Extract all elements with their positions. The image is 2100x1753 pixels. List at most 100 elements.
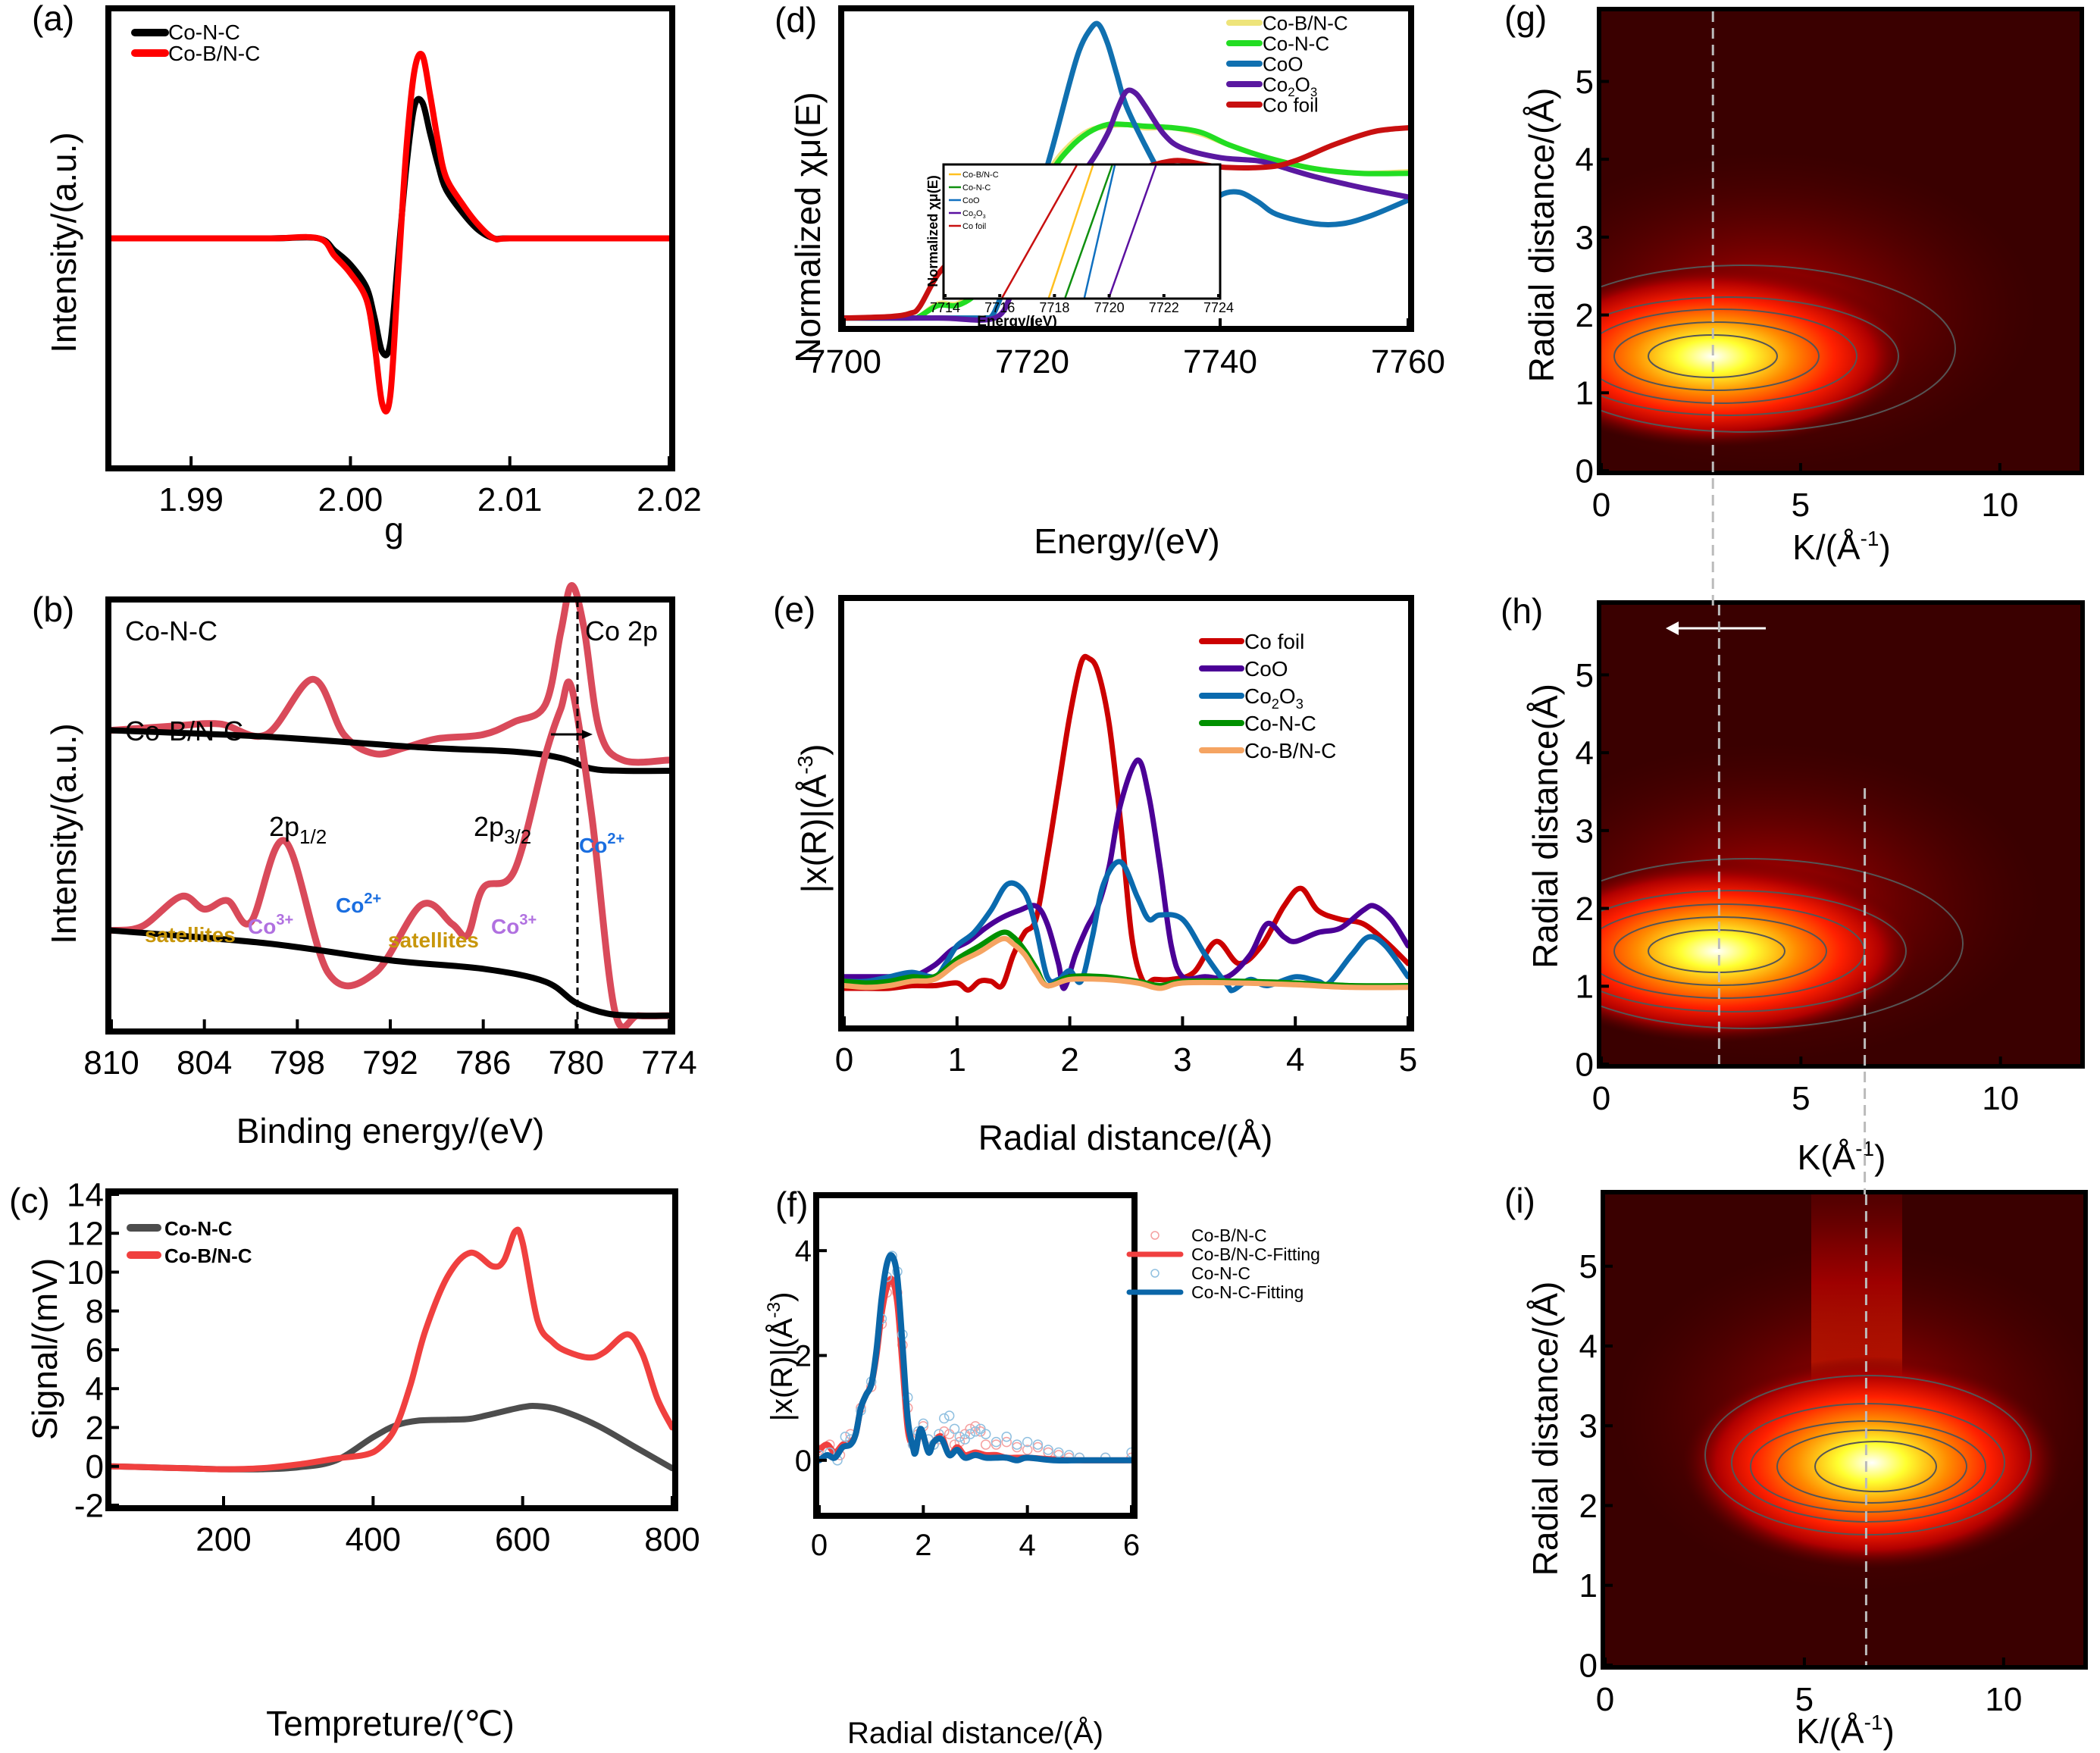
panel-h: (h) 0 5 10 0 1 2 3 4 5 K(Å-1) Radial distance(Å… xyxy=(1501,591,2085,1177)
co3-label-left-b: Co3+ xyxy=(248,912,293,938)
y-tick-label-h-4: 4 xyxy=(1576,735,1594,772)
legend-swatch-f-0 xyxy=(1150,1231,1160,1240)
x-ticks-c: 200 400 600 800 xyxy=(196,1496,700,1558)
x-axis-label-b: Binding energy/(eV) xyxy=(236,1111,545,1150)
inset-legend-label-d-1: Co-N-C xyxy=(962,183,991,193)
contours-g xyxy=(1599,265,1956,433)
x-ticks-h: 0 5 10 xyxy=(1592,1056,2019,1117)
panel-label-i: (i) xyxy=(1504,1181,1535,1220)
y-tick-label-i-3: 3 xyxy=(1579,1408,1598,1445)
x-tick-label-f-3: 6 xyxy=(1123,1529,1140,1562)
x-tick-label-b-5: 780 xyxy=(549,1044,604,1082)
x-tick-label-h-1: 5 xyxy=(1792,1080,1810,1117)
series-line-dinset-3 xyxy=(1108,164,1157,299)
co2-label-left-b: Co2+ xyxy=(336,891,381,917)
series-line-b-3 xyxy=(108,927,672,1019)
series-line-e-2 xyxy=(841,859,1411,994)
legend-label-d-4: Co foil xyxy=(1263,93,1319,116)
inset-legend-label-d-0: Co-B/N-C xyxy=(962,171,999,180)
x-axis-label-a: g xyxy=(384,510,404,549)
marker-f-2-20 xyxy=(944,1410,955,1421)
x-tick-label-dinset-3: 7720 xyxy=(1094,300,1125,315)
y-tick-label-c-1: 0 xyxy=(86,1448,104,1485)
peak-label-2p32-b: 2p3/2 xyxy=(474,811,531,848)
series-line-dinset-2 xyxy=(1083,164,1116,299)
x-tick-label-i-2: 10 xyxy=(1985,1681,2022,1718)
series-line-e-4 xyxy=(841,935,1411,991)
series-line-e-1 xyxy=(841,757,1411,991)
legend-label-c-1: Co-B/N-C xyxy=(164,1244,252,1267)
x-tick-label-e-2: 2 xyxy=(1060,1041,1078,1078)
legend-c: Co-N-C Co-B/N-C xyxy=(127,1217,252,1267)
y-tick-label-h-3: 3 xyxy=(1576,812,1594,850)
x-tick-label-b-1: 804 xyxy=(177,1044,232,1082)
x-tick-label-e-0: 0 xyxy=(835,1041,853,1078)
heatmap-h xyxy=(1599,603,2083,1066)
axes-frame-i xyxy=(1601,1190,2088,1670)
marker-f-0-31 xyxy=(1032,1442,1044,1453)
x-tick-label-e-3: 3 xyxy=(1173,1041,1191,1078)
y-ticks-f: 0 2 4 xyxy=(795,1235,827,1478)
series-line-e-3 xyxy=(841,929,1411,989)
contours-h xyxy=(1599,858,1964,1029)
x-axis-label-c: Tempreture/(℃) xyxy=(266,1704,515,1743)
axes-frame-b xyxy=(105,596,675,1035)
x-ticks-b: 810 804 798 792 786 780 774 xyxy=(83,1019,697,1082)
y-tick-label-c-3: 4 xyxy=(86,1371,104,1408)
x-tick-label-c-0: 200 xyxy=(196,1521,251,1558)
series-line-a-1 xyxy=(108,51,672,415)
axes-frame-d xyxy=(838,5,1414,332)
marker-f-0-23 xyxy=(965,1423,975,1435)
x-tick-label-a-0: 1.99 xyxy=(158,481,224,518)
marker-f-2-31 xyxy=(1022,1436,1033,1448)
sample-label-bottom-b: Co-B/N-C xyxy=(125,715,243,747)
y-tick-label-c-6: 10 xyxy=(67,1254,104,1291)
x-tick-label-f-2: 4 xyxy=(1019,1529,1036,1562)
x-tick-label-g-0: 0 xyxy=(1592,487,1610,524)
panel-b: (b) Co-N-C Co 2p Co-B/N-C 2p1/2 2p3/2 Co… xyxy=(32,582,697,1150)
x-ticks-d: 7700 7720 7740 7760 xyxy=(807,318,1445,380)
panel-label-d: (d) xyxy=(775,0,817,39)
x-tick-label-dinset-5: 7724 xyxy=(1203,300,1234,315)
inset-legend-d: Co-B/N-C Co-N-C CoO Co2O3 Co foil xyxy=(949,171,999,231)
series-line-dinset-1 xyxy=(1064,164,1113,299)
legend-a: Co-N-C Co-B/N-C xyxy=(131,20,260,65)
co2-label-right-b: Co2+ xyxy=(579,831,624,857)
panel-label-b: (b) xyxy=(32,590,74,629)
y-tick-label-c-0: -2 xyxy=(74,1487,104,1524)
marker-f-2-30 xyxy=(1012,1439,1022,1450)
y-axis-label-e: |x(R)|(Å-3) xyxy=(793,744,834,894)
x-tick-label-b-4: 786 xyxy=(455,1044,511,1082)
marker-f-0-30 xyxy=(1022,1445,1033,1455)
legend-label-a-0: Co-N-C xyxy=(168,20,240,44)
shift-arrow-b xyxy=(551,730,593,739)
panel-label-a: (a) xyxy=(32,0,74,38)
y-tick-label-c-8: 14 xyxy=(67,1176,104,1213)
x-axis-label-h-end: ) xyxy=(1874,1138,1886,1177)
x-tick-label-dinset-0: 7714 xyxy=(930,300,960,315)
y-tick-label-c-2: 2 xyxy=(86,1410,104,1447)
y-axis-label-b: Intensity/(a.u.) xyxy=(44,723,83,944)
plot-area-a xyxy=(108,51,672,415)
marker-f-0-19 xyxy=(944,1429,955,1439)
inset-x-axis-label-d: Energy/(eV) xyxy=(977,314,1057,330)
y-tick-label-i-5: 5 xyxy=(1579,1248,1598,1285)
x-tick-label-e-4: 4 xyxy=(1286,1041,1304,1078)
heatmap-i xyxy=(1603,1192,2086,1667)
y-axis-label-h: Radial distance(Å) xyxy=(1526,684,1565,969)
x-tick-label-h-0: 0 xyxy=(1592,1080,1610,1117)
panel-label-h: (h) xyxy=(1501,591,1543,631)
plot-area-e xyxy=(841,653,1411,994)
plot-area-d xyxy=(841,20,1411,323)
peak-label-2p12-b: 2p1/2 xyxy=(269,811,327,848)
marker-f-2-22 xyxy=(954,1431,965,1442)
marker-f-2-34 xyxy=(1053,1447,1064,1458)
y-tick-label-i-1: 1 xyxy=(1579,1567,1598,1604)
legend-label-e-0: Co foil xyxy=(1244,630,1304,653)
series-line-dinset-4 xyxy=(1001,164,1078,299)
marker-f-2-33 xyxy=(1043,1445,1053,1455)
